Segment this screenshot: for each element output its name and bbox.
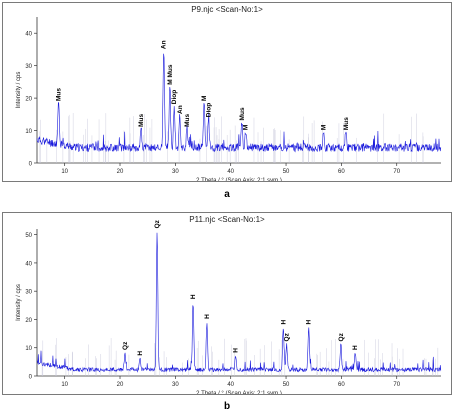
y-tick-label: 0 — [29, 375, 33, 381]
peak-label: Mus — [239, 107, 246, 120]
chart-panel-a: P9.njc <Scan-No:1> 0 10 20 30 40 10 20 30 40 50 60… — [2, 2, 452, 182]
x-tick-label: 40 — [227, 382, 234, 388]
y-tick-label: 10 — [25, 129, 32, 135]
x-tick-label: 40 — [227, 169, 234, 175]
peak-label: Qz — [338, 332, 345, 341]
x-tick-label: 60 — [338, 382, 345, 388]
peak-label: H — [137, 351, 144, 356]
x-tick-label: 50 — [283, 382, 290, 388]
xrd-chart-b: 0 10 20 30 40 50 10 20 30 40 50 60 70 2 Theta / ° (Sc… — [16, 219, 442, 394]
peak-label: Mus — [343, 117, 350, 130]
y-tick-label: 50 — [25, 233, 32, 239]
peak-label: H — [233, 348, 240, 353]
diffraction-pattern — [36, 232, 442, 373]
peak-label: An — [177, 105, 184, 114]
x-tick-label: 60 — [338, 169, 345, 175]
x-axis-label: 2 Theta / ° (Scan Axis: 2:1 sym.) — [196, 178, 282, 181]
x-tick-label: 10 — [61, 169, 68, 175]
chart-title-a: P9.njc <Scan-No:1> — [191, 5, 263, 14]
peak-label: Diop — [206, 103, 213, 117]
panel-label-b: b — [223, 401, 231, 412]
xrd-chart-a: 0 10 20 30 40 10 20 30 40 50 60 70 2 Theta / ° (Scan… — [16, 17, 442, 181]
peak-label: An — [161, 40, 168, 49]
peak-label: Qz — [284, 332, 291, 341]
peak-label: Mus — [56, 88, 63, 101]
y-tick-label: 10 — [25, 346, 32, 352]
y-tick-label: 30 — [25, 64, 32, 70]
x-tick-label: 30 — [172, 169, 179, 175]
y-tick-label: 0 — [29, 162, 33, 168]
peak-label: Mus — [184, 114, 191, 127]
x-tick-label: 70 — [393, 169, 400, 175]
chart-panel-b: P11.njc <Scan-No:1> 0 10 20 30 40 50 10 20 30 40 5… — [2, 212, 452, 395]
y-tick-label: 20 — [25, 318, 32, 324]
peak-label: Qz — [154, 219, 161, 228]
peak-label: H — [280, 320, 287, 325]
y-tick-label: 40 — [25, 32, 32, 38]
peak-label: Qz — [122, 341, 129, 350]
peak-label: Mus — [138, 114, 145, 127]
y-tick-label: 40 — [25, 261, 32, 267]
x-tick-label: 50 — [283, 169, 290, 175]
chart-title-b: P11.njc <Scan-No:1> — [189, 215, 265, 224]
peak-label: H — [204, 314, 211, 319]
peak-label: Diop — [171, 90, 178, 104]
y-axis-label: Intensity / cps — [16, 284, 22, 321]
panel-label-a: a — [224, 189, 230, 200]
y-axis-label: Intensity / cps — [16, 72, 22, 109]
diffraction-pattern — [36, 53, 442, 153]
peak-label: H — [190, 294, 197, 299]
y-tick-label: 20 — [25, 97, 32, 103]
peak-label: M — [201, 96, 208, 101]
y-tick-label: 30 — [25, 290, 32, 296]
peak-label: M Mus — [167, 64, 174, 85]
x-tick-label: 30 — [172, 382, 179, 388]
x-tick-label: 20 — [117, 382, 124, 388]
peak-label: M — [243, 125, 250, 130]
x-tick-label: 20 — [117, 169, 124, 175]
peak-label: M — [321, 125, 328, 130]
peak-label: H — [352, 345, 359, 350]
peak-label: H — [306, 320, 313, 325]
x-tick-label: 10 — [61, 382, 68, 388]
x-tick-label: 70 — [393, 382, 400, 388]
x-axis-label: 2 Theta / ° (Scan Axis: 2:1 sym.) — [196, 391, 282, 394]
